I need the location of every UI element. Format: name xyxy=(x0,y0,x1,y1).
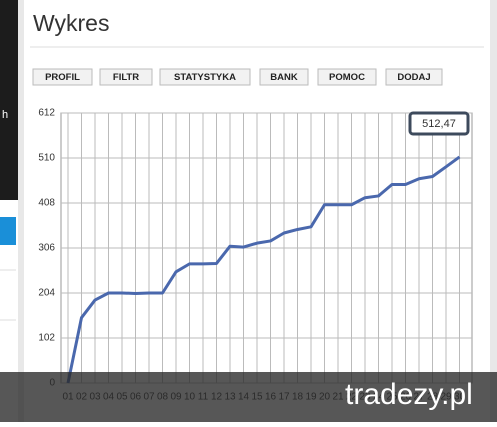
button-bg[interactable] xyxy=(99,68,153,86)
menu-button[interactable]: DODAJ xyxy=(385,68,443,86)
button-bg[interactable] xyxy=(32,68,93,86)
y-tick-label: 306 xyxy=(38,243,55,254)
button-label[interactable]: STATYSTYKA xyxy=(174,72,236,83)
button-bar: PROFIL FILTR STATYSTYKA BANK POMOC DODAJ xyxy=(32,68,443,86)
y-tick-label: 408 xyxy=(38,198,55,209)
chart: 0102204306408510612010203040506070809101… xyxy=(38,108,473,403)
sidebar xyxy=(0,0,20,200)
menu-button[interactable]: STATYSTYKA xyxy=(159,68,251,86)
panel-edge xyxy=(18,0,24,422)
watermark: tradezy.pl xyxy=(345,378,473,411)
button-bg[interactable] xyxy=(317,68,377,86)
menu-button[interactable]: FILTR xyxy=(99,68,153,86)
button-label[interactable]: FILTR xyxy=(113,72,139,83)
y-tick-label: 102 xyxy=(38,333,55,344)
sidebar-text: h xyxy=(2,109,8,121)
button-bg[interactable] xyxy=(385,68,443,86)
y-tick-label: 612 xyxy=(38,108,55,119)
button-label[interactable]: PROFIL xyxy=(45,72,80,83)
button-label[interactable]: DODAJ xyxy=(397,72,430,83)
watermark-bar xyxy=(0,372,497,422)
button-label[interactable]: POMOC xyxy=(329,72,365,83)
sidebar-tab xyxy=(0,217,16,245)
tooltip-label: 512,47 xyxy=(422,118,456,130)
tooltip: 512,47 xyxy=(408,111,470,136)
menu-button[interactable]: PROFIL xyxy=(32,68,93,86)
tooltip-box xyxy=(408,111,470,136)
y-tick-label: 204 xyxy=(38,288,55,299)
panel-edge xyxy=(490,0,497,422)
y-tick-label: 510 xyxy=(38,153,55,164)
menu-button[interactable]: BANK xyxy=(259,68,309,86)
page-title: Wykres xyxy=(33,10,109,36)
button-label[interactable]: BANK xyxy=(270,72,298,83)
line-series xyxy=(66,155,461,384)
button-bg[interactable] xyxy=(259,68,309,86)
menu-button[interactable]: POMOC xyxy=(317,68,377,86)
button-bg[interactable] xyxy=(159,68,251,86)
